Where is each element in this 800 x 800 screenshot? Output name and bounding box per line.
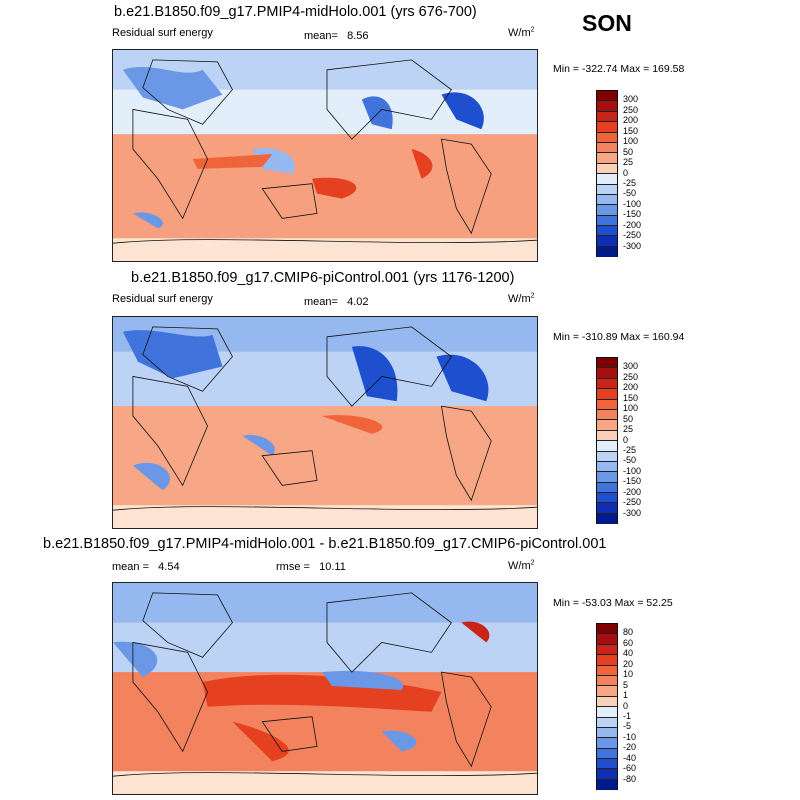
colorbar-tick-label: 250 [623, 104, 639, 115]
colorbar-tick-label: 100 [623, 136, 639, 147]
colorbar-tick-label: -200 [623, 486, 642, 497]
panel3-rmse: rmse = 10.11 [276, 561, 346, 573]
colorbar-tick-label: -80 [623, 773, 637, 784]
colorbar-tick-label: 300 [623, 94, 639, 105]
colorbar-tick-label: 300 [623, 361, 639, 372]
colorbar-tick-label: -50 [623, 455, 637, 466]
panel3-map [112, 582, 538, 795]
colorbar-tick-label: -300 [623, 240, 642, 251]
panel2-map [112, 316, 538, 529]
colorbar-tick-label: -150 [623, 209, 642, 220]
panel2-variable: Residual surf energy [112, 293, 213, 305]
colorbar-tick-label: 60 [623, 637, 634, 648]
panel2-minmax: Min = -310.89 Max = 160.94 [553, 331, 685, 343]
colorbar-tick-label: 20 [623, 658, 634, 669]
panel2-title: b.e21.B1850.f09_g17.CMIP6-piControl.001 … [131, 270, 515, 286]
panel1-mean: mean= 8.56 [304, 30, 369, 42]
colorbar-tick-label: -50 [623, 188, 637, 199]
panel2-colorbar [596, 357, 618, 525]
colorbar-tick-label: 0 [623, 434, 629, 445]
panel1-minmax: Min = -322.74 Max = 169.58 [553, 63, 685, 75]
season-label: SON [582, 10, 632, 36]
colorbar-tick-label: 25 [623, 157, 634, 168]
colorbar-tick-label: -10 [623, 731, 637, 742]
panel3-title: b.e21.B1850.f09_g17.PMIP4-midHolo.001 - … [43, 536, 607, 552]
colorbar-tick-label: -20 [623, 742, 637, 753]
colorbar-tick-label: 25 [623, 424, 634, 435]
panel1-map [112, 49, 538, 262]
panel1-units: W/m2 [508, 26, 535, 39]
colorbar-tick-label: -100 [623, 198, 642, 209]
colorbar-tick-label: 10 [623, 669, 634, 680]
colorbar-tick-label: -1 [623, 710, 632, 721]
colorbar-tick-label: 0 [623, 700, 629, 711]
colorbar-tick-label: -40 [623, 752, 637, 763]
colorbar-tick-label: -25 [623, 177, 637, 188]
colorbar-tick-label: -300 [623, 507, 642, 518]
colorbar-tick-label: 150 [623, 125, 639, 136]
panel1-map-field [113, 50, 537, 261]
panel1-variable: Residual surf energy [112, 27, 213, 39]
colorbar-tick-label: 150 [623, 392, 639, 403]
colorbar-tick-label: -25 [623, 444, 637, 455]
colorbar-tick-label: -60 [623, 763, 637, 774]
colorbar-tick-label: 80 [623, 627, 634, 638]
panel2-units: W/m2 [508, 292, 535, 305]
colorbar-tick-label: 0 [623, 167, 629, 178]
panel3-minmax: Min = -53.03 Max = 52.25 [553, 597, 673, 609]
colorbar-tick-label: -200 [623, 219, 642, 230]
panel2-map-field [113, 317, 537, 528]
panel3-mean: mean = 4.54 [112, 561, 180, 573]
panel3-colorbar [596, 623, 618, 791]
colorbar-tick-label: 50 [623, 413, 634, 424]
panel2-mean: mean= 4.02 [304, 296, 369, 308]
colorbar-tick-label: -250 [623, 230, 642, 241]
colorbar-tick-label: 1 [623, 690, 629, 701]
panel1-title: b.e21.B1850.f09_g17.PMIP4-midHolo.001 (y… [114, 4, 477, 20]
colorbar-tick-label: 100 [623, 403, 639, 414]
colorbar-tick-label: 250 [623, 371, 639, 382]
colorbar-tick-label: 50 [623, 146, 634, 157]
colorbar-tick-label: 200 [623, 382, 639, 393]
colorbar-tick-label: -100 [623, 465, 642, 476]
colorbar-tick-label: -150 [623, 476, 642, 487]
panel1-colorbar [596, 90, 618, 258]
colorbar-tick-label: 5 [623, 679, 629, 690]
panel3-map-field [113, 583, 537, 794]
colorbar-tick-label: -5 [623, 721, 632, 732]
colorbar-tick-label: 200 [623, 115, 639, 126]
colorbar-tick-label: 40 [623, 648, 634, 659]
colorbar-tick-label: -250 [623, 497, 642, 508]
panel3-units: W/m2 [508, 559, 535, 572]
